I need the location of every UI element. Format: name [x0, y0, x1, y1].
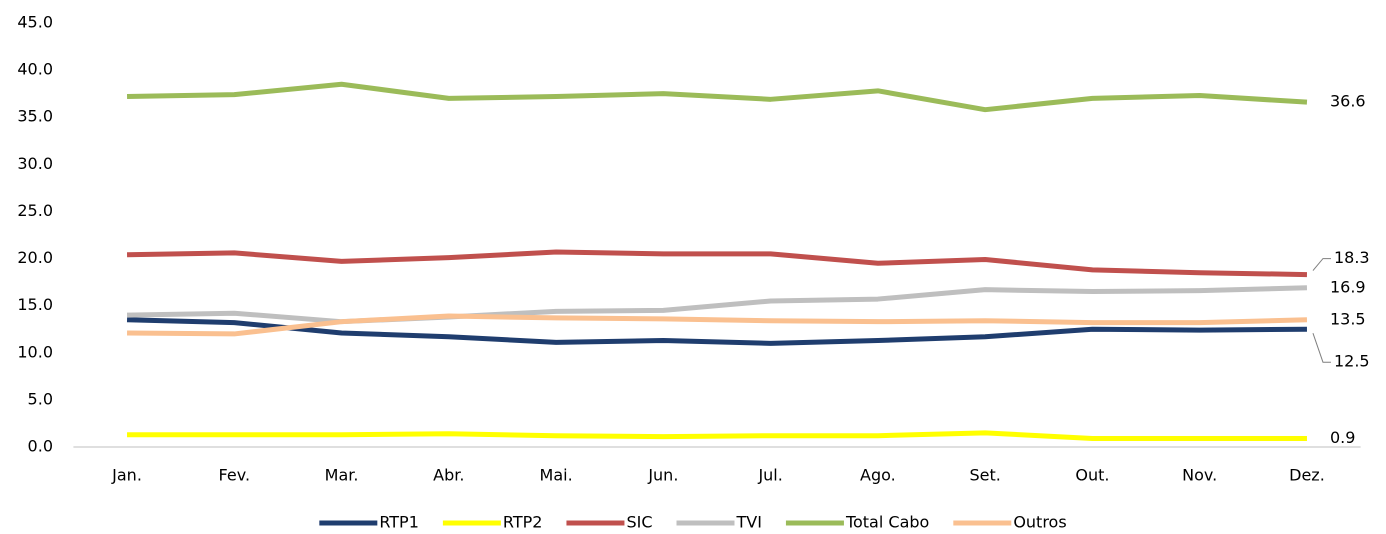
x-tick-label: Jun. [647, 466, 678, 485]
y-tick-label: 15.0 [17, 295, 53, 314]
legend-label: RTP2 [503, 513, 543, 532]
series-line [126, 249, 1308, 278]
x-tick-label: Abr. [433, 466, 464, 485]
x-tick-label: Set. [969, 466, 1000, 485]
y-tick-label: 10.0 [17, 342, 53, 361]
x-tick-label: Mar. [325, 466, 359, 485]
y-tick-label: 35.0 [17, 107, 53, 126]
x-tick-label: Dez. [1289, 466, 1325, 485]
data-label: 16.9 [1330, 277, 1366, 296]
x-tick-label: Out. [1075, 466, 1109, 485]
legend-label: Total Cabo [845, 513, 929, 532]
data-label: 0.9 [1330, 428, 1355, 447]
y-tick-label: 25.0 [17, 201, 53, 220]
legend-label: SIC [626, 513, 652, 532]
x-tick-label: Mai. [540, 466, 573, 485]
legend-label: TVI [736, 513, 762, 532]
data-label: 13.5 [1330, 309, 1366, 328]
series-line [126, 81, 1308, 113]
data-label: 36.6 [1330, 92, 1366, 111]
series-line [127, 313, 1308, 337]
leader-line [1312, 258, 1331, 271]
series-line [126, 285, 1308, 325]
data-label: 12.5 [1334, 352, 1370, 371]
y-tick-label: 0.0 [28, 437, 53, 456]
x-tick-label: Jan. [111, 466, 142, 485]
leader-line [1312, 333, 1331, 363]
series-line [127, 430, 1307, 442]
legend: RTP1 RTP2 SIC TVI Total Cabo Outros [319, 513, 1067, 532]
legend-label: Outros [1013, 513, 1066, 532]
y-tick-label: 40.0 [17, 60, 53, 79]
x-tick-label: Fev. [219, 466, 250, 485]
y-tick-label: 45.0 [17, 13, 53, 32]
data-label: 18.3 [1334, 248, 1370, 267]
x-tick-label: Ago. [860, 466, 896, 485]
x-tick-label: Nov. [1182, 466, 1217, 485]
legend-label: RTP1 [379, 513, 419, 532]
x-tick-label: Jul. [757, 466, 782, 485]
y-tick-label: 5.0 [28, 389, 53, 408]
series-line [126, 317, 1307, 346]
y-tick-label: 20.0 [17, 248, 53, 267]
y-tick-label: 30.0 [17, 154, 53, 173]
